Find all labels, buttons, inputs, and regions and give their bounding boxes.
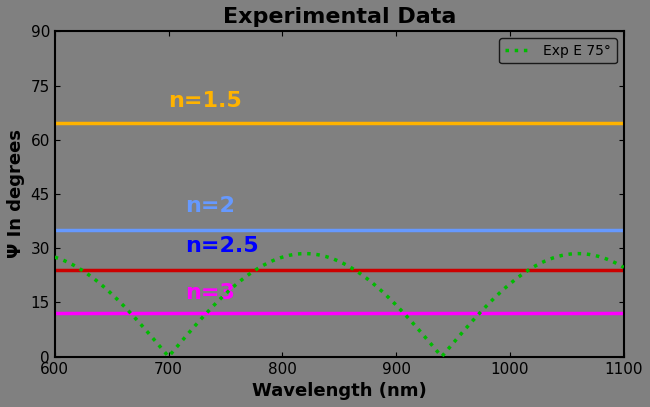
Exp E 75° (620, 265, 628, 270)
Title: Experimental Data: Experimental Data (222, 7, 456, 27)
Exp E 75° (575, 251, 582, 256)
Exp E 75° (547, 256, 555, 261)
Text: n=2.5: n=2.5 (186, 236, 259, 256)
X-axis label: Wavelength (nm): Wavelength (nm) (252, 382, 426, 400)
Exp E 75° (609, 259, 617, 264)
Line: Exp E 75°: Exp E 75° (55, 254, 624, 357)
Exp E 75° (269, 258, 277, 263)
Exp E 75° (294, 252, 302, 256)
Text: n=2: n=2 (186, 196, 235, 216)
Exp E 75° (164, 354, 172, 359)
Exp E 75° (116, 299, 124, 304)
Text: n=3: n=3 (186, 283, 235, 303)
Legend: Exp E 75°: Exp E 75° (499, 38, 617, 63)
Exp E 75° (150, 336, 157, 341)
Text: n=1.5: n=1.5 (168, 91, 242, 111)
Exp E 75° (51, 255, 58, 260)
Y-axis label: Ψ In degrees: Ψ In degrees (7, 129, 25, 258)
